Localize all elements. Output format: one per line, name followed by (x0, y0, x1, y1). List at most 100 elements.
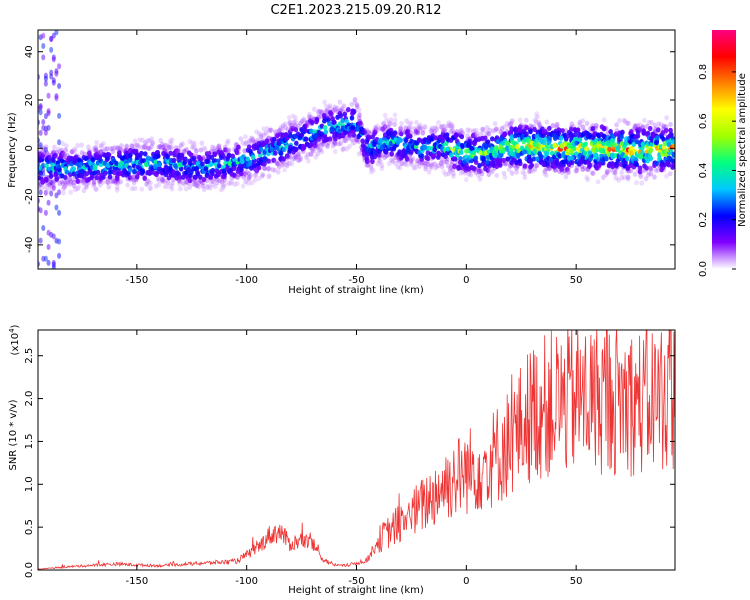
heatmap-cell (662, 162, 667, 168)
heatmap-cell (392, 121, 397, 128)
heatmap-cell (180, 141, 185, 147)
heatmap-cell (545, 161, 550, 167)
heatmap-cell (432, 135, 438, 141)
heatmap-cell (105, 179, 111, 186)
heatmap-cell (309, 151, 314, 158)
heatmap-cell (43, 209, 48, 216)
heatmap-cell (61, 154, 67, 161)
heatmap-cell (588, 156, 593, 162)
heatmap-cell (315, 143, 321, 149)
heatmap-cell (266, 166, 271, 172)
heatmap-cell (512, 127, 518, 133)
heatmap-cell (458, 149, 464, 155)
heatmap-cell (272, 167, 278, 173)
heatmap-cell (420, 130, 426, 136)
heatmap-cell (140, 144, 145, 150)
heatmap-cell (281, 156, 287, 162)
heatmap-cell (141, 144, 147, 150)
heatmap-cell (448, 124, 454, 130)
heatmap-cell (503, 161, 508, 167)
heatmap-cell (396, 151, 402, 157)
heatmap-cell (48, 153, 53, 159)
heatmap-cell (322, 125, 328, 131)
heatmap-cell (434, 126, 439, 133)
heatmap-cell (71, 166, 77, 172)
heatmap-cell (209, 148, 214, 154)
heatmap-cell (324, 142, 330, 148)
heatmap-cell (612, 170, 618, 176)
heatmap-cell (132, 168, 137, 174)
heatmap-cell (634, 180, 639, 186)
heatmap-cell (46, 155, 52, 161)
heatmap-cell (187, 184, 192, 190)
heatmap-cell (264, 125, 270, 131)
heatmap-cell (477, 168, 482, 174)
heatmap-cell (393, 160, 399, 166)
colorbar-tick-label: 0.2 (698, 212, 709, 228)
heatmap-cell (473, 127, 479, 134)
heatmap-cell (448, 168, 453, 174)
heatmap-cell (168, 183, 174, 189)
heatmap-cell (182, 174, 187, 180)
heatmap-cell (458, 156, 463, 162)
y-tick-label: 0 (24, 145, 35, 151)
heatmap-cell (273, 158, 279, 164)
heatmap-cell (267, 173, 272, 179)
heatmap-cell (212, 151, 217, 158)
heatmap-cell (621, 117, 627, 123)
heatmap-cell (486, 131, 492, 137)
heatmap-cell (49, 173, 54, 180)
heatmap-cell (654, 161, 659, 167)
heatmap-cell (203, 166, 209, 172)
heatmap-cell (248, 173, 253, 179)
heatmap-cell (451, 156, 457, 162)
heatmap-cell (417, 126, 423, 132)
heatmap-cell (308, 151, 314, 157)
heatmap-cell (615, 145, 621, 151)
heatmap-cell (221, 183, 226, 189)
heatmap-cell (76, 178, 82, 185)
heatmap-cell (606, 163, 612, 169)
heatmap-cell (117, 150, 122, 156)
heatmap-cell (153, 163, 158, 169)
heatmap-cell (445, 146, 451, 152)
heatmap-cell (450, 123, 455, 129)
heatmap-cell (315, 151, 320, 157)
heatmap-cell (201, 145, 207, 151)
heatmap-cell (422, 160, 427, 166)
heatmap-cell (349, 115, 355, 121)
heatmap-cell (415, 126, 420, 132)
heatmap-cell (165, 179, 171, 186)
heatmap-cell (249, 180, 255, 186)
heatmap-cell (54, 149, 60, 155)
heatmap-cell (537, 122, 542, 128)
heatmap-cell (644, 165, 649, 171)
heatmap-cell (420, 160, 425, 166)
heatmap-cell (220, 185, 226, 191)
heatmap-cell (404, 162, 410, 168)
heatmap-cell (577, 137, 583, 143)
heatmap-cell (162, 178, 168, 184)
heatmap-cell (361, 150, 367, 156)
heatmap-cell (654, 135, 660, 141)
heatmap-cell (668, 128, 674, 134)
heatmap-cell (139, 150, 144, 156)
heatmap-cell (127, 175, 133, 181)
heatmap-cell (301, 116, 307, 122)
heatmap-cell (587, 150, 593, 156)
heatmap-cell (517, 158, 522, 164)
heatmap-cell (98, 178, 104, 184)
heatmap-cell (46, 92, 51, 99)
heatmap-cell (436, 120, 441, 126)
heatmap-cell (187, 177, 193, 184)
heatmap-cell (531, 156, 537, 162)
heatmap-cell (613, 131, 619, 137)
heatmap-cell (521, 124, 526, 130)
heatmap-cell (100, 179, 106, 185)
heatmap-cell (341, 145, 347, 151)
heatmap-cell (450, 128, 456, 134)
heatmap-cell (568, 125, 574, 131)
figure-title: C2E1.2023.215.09.20.R12 (270, 3, 441, 18)
heatmap-cell (268, 127, 273, 133)
heatmap-cell (465, 133, 470, 139)
